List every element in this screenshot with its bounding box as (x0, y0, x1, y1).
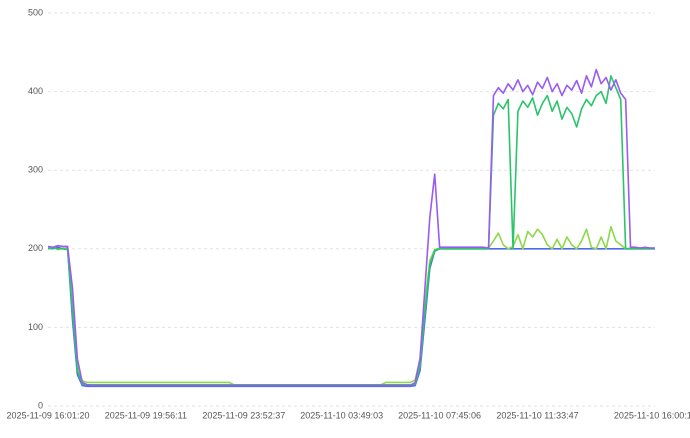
x-tick-label: 2025-11-09 19:56:11 (105, 410, 187, 420)
series-line (47, 246, 655, 388)
series-line (47, 225, 655, 386)
x-tick-label: 2025-11-10 03:49:03 (300, 410, 383, 420)
y-tick-label: 500 (28, 7, 43, 17)
series-line (47, 75, 655, 386)
x-tick-label: 2025-11-09 16:01:20 (7, 410, 90, 420)
series-line (47, 68, 655, 387)
y-tick-label: 400 (28, 86, 43, 96)
y-tick-label: 200 (28, 243, 43, 253)
x-tick-label: 2025-11-10 16:00:11 (614, 410, 690, 420)
x-tick-label: 2025-11-10 11:33:47 (496, 410, 578, 420)
y-tick-label: 100 (28, 322, 43, 332)
y-tick-label: 0 (38, 400, 43, 410)
x-tick-label: 2025-11-10 07:45:06 (398, 410, 481, 420)
x-tick-label: 2025-11-09 23:52:37 (202, 410, 285, 420)
y-tick-label: 300 (28, 165, 43, 175)
